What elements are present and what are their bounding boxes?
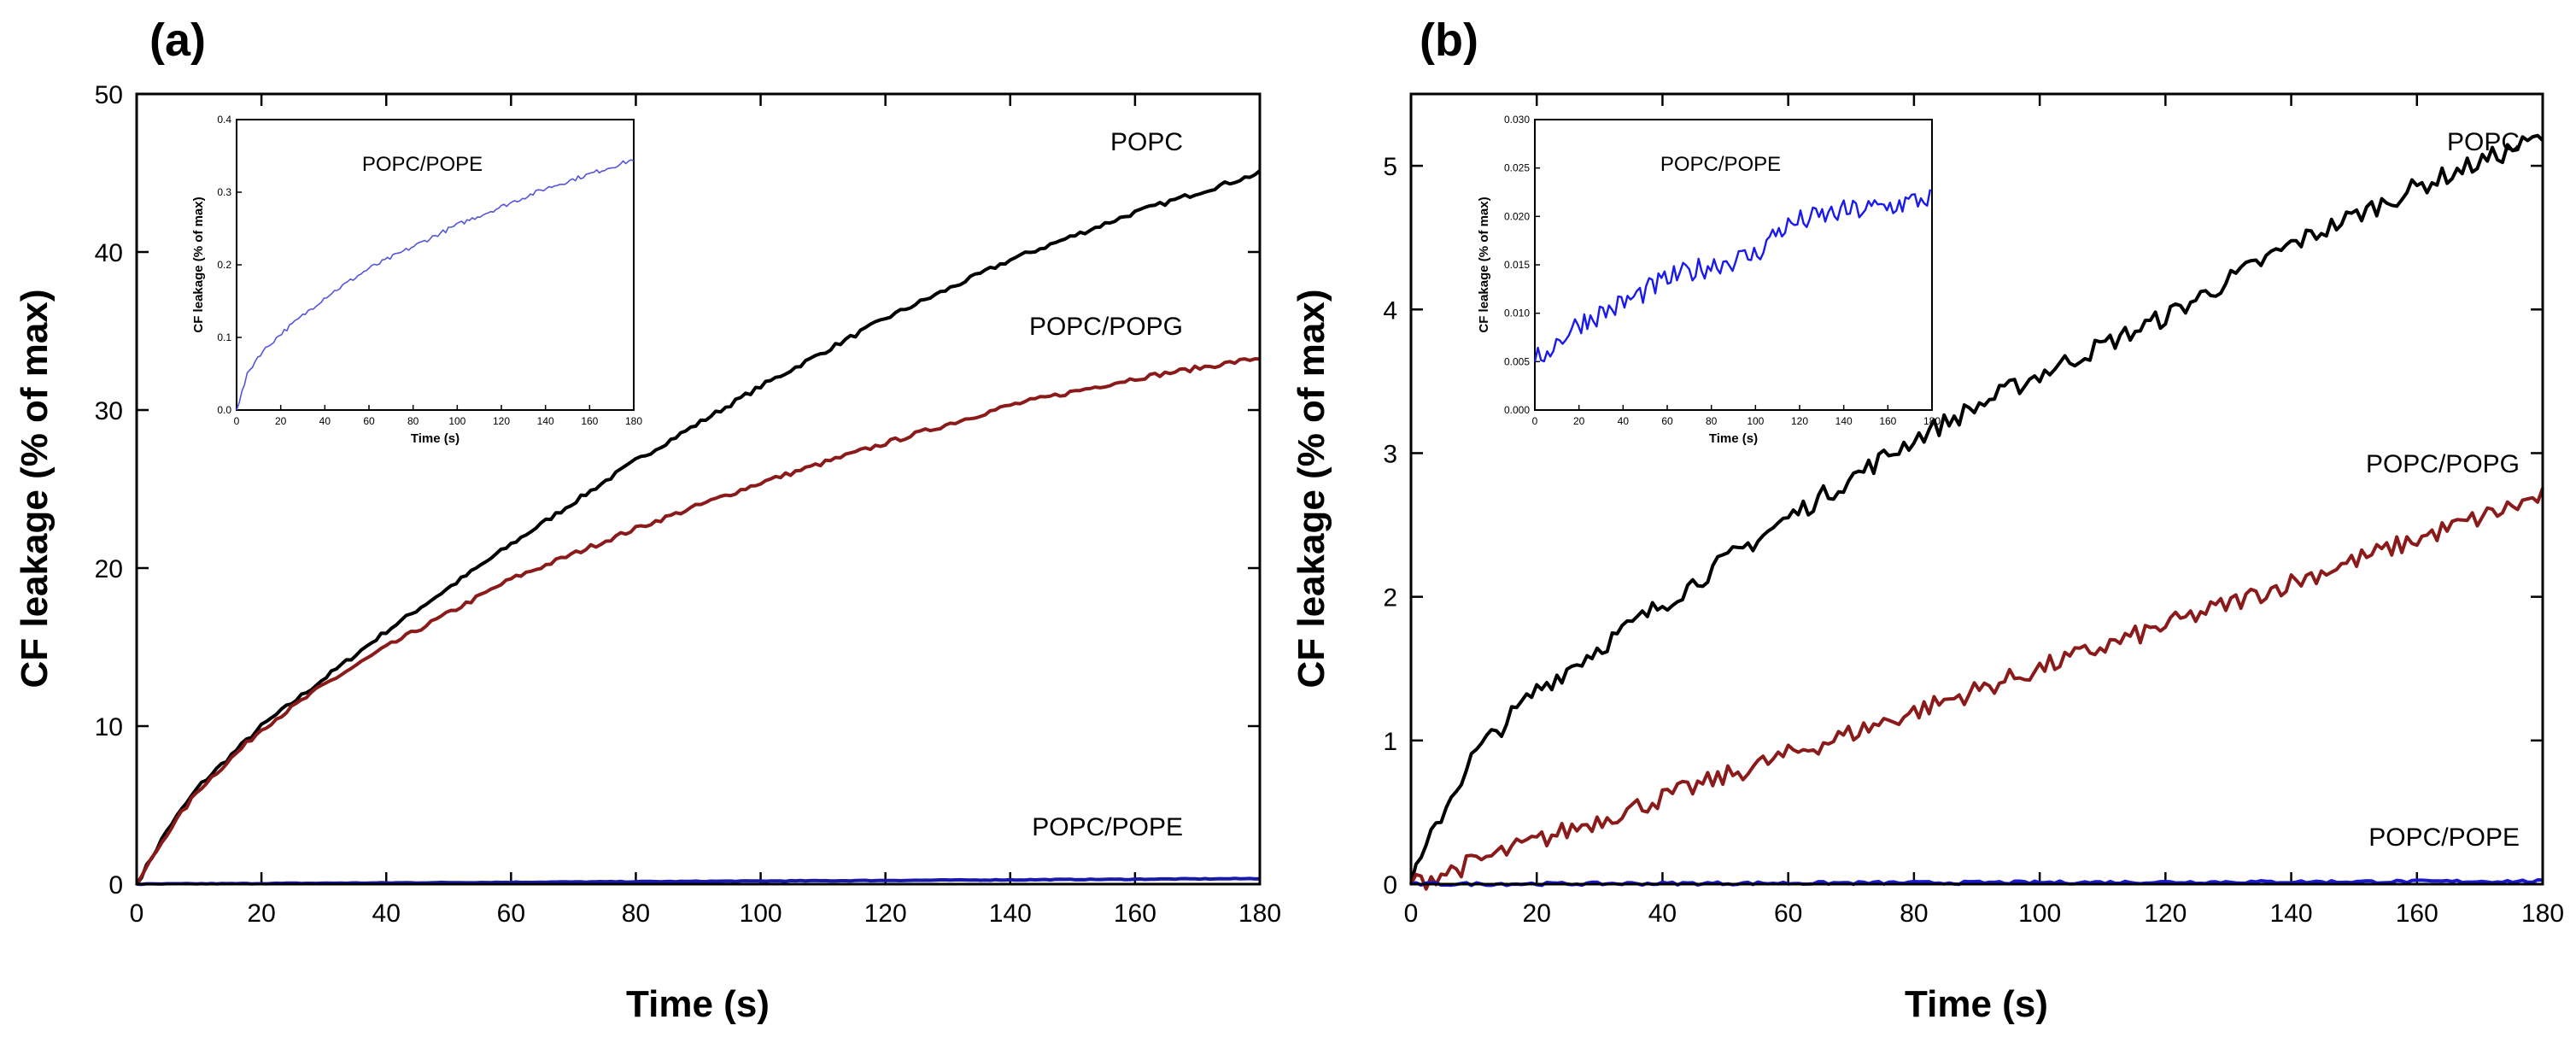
series-line-popc bbox=[135, 169, 1262, 886]
inset-x-axis-title: Time (s) bbox=[411, 431, 460, 446]
inset-x-tick-label: 180 bbox=[1923, 415, 1941, 427]
inset-chart: 0 20 40 60 80 100 120 140 160 180 0.0 0.1 0.2 0.3 0.4 P… bbox=[191, 114, 642, 446]
x-tick-label: 40 bbox=[372, 900, 401, 928]
inset-x-tick-label: 60 bbox=[363, 415, 375, 427]
x-tick-label: 60 bbox=[497, 900, 525, 928]
x-tick-label: 0 bbox=[1404, 900, 1419, 928]
inset-y-axis-title: CF leakage (% of max) bbox=[1477, 196, 1491, 332]
inset-y-tick-label: 0.030 bbox=[1504, 114, 1530, 126]
x-tick-label: 120 bbox=[2144, 900, 2187, 928]
inset-x-tick-label: 100 bbox=[448, 415, 465, 427]
inset-x-axis-title: Time (s) bbox=[1709, 431, 1758, 446]
inset-x-tick-label: 80 bbox=[407, 415, 419, 427]
x-tick-label: 180 bbox=[1238, 900, 1281, 928]
x-tick-label: 80 bbox=[1900, 900, 1928, 928]
x-axis-title: Time (s) bbox=[626, 983, 770, 1025]
series-label: POPC/POPE bbox=[1032, 813, 1183, 841]
inset-y-tick-label: 0.3 bbox=[217, 186, 231, 198]
plot-frame bbox=[135, 92, 1262, 886]
panel-a: (a) 0 20 40 60 80 100 120 140 160 180 0 10 20 30 40 50 Ti… bbox=[14, 15, 1281, 1025]
x-tick-label: 20 bbox=[247, 900, 275, 928]
y-axis-title: CF leakage (% of max) bbox=[1291, 289, 1332, 688]
y-tick-label: 30 bbox=[95, 397, 123, 425]
series-label: POPC bbox=[1110, 128, 1183, 156]
x-tick-label: 40 bbox=[1648, 900, 1677, 928]
x-tick-label: 100 bbox=[740, 900, 782, 928]
x-tick-label: 160 bbox=[2396, 900, 2438, 928]
inset-y-axis-title: CF leakage (% of max) bbox=[191, 196, 206, 332]
series-line-popc-popg bbox=[135, 357, 1260, 886]
panel-label: (b) bbox=[1420, 15, 1478, 66]
inset-y-tick-label: 0.4 bbox=[217, 114, 231, 126]
panel-b: (b) 0 20 40 60 80 100 120 140 160 180 0 1 2 3 4 5 Time (s… bbox=[1291, 15, 2564, 1025]
inset-x-tick-label: 20 bbox=[1573, 415, 1585, 427]
inset-series-line bbox=[236, 159, 635, 411]
x-tick-label: 100 bbox=[2018, 900, 2061, 928]
inset-y-tick-label: 0.020 bbox=[1504, 210, 1530, 222]
inset-x-tick-label: 20 bbox=[275, 415, 287, 427]
inset-x-tick-label: 120 bbox=[493, 415, 510, 427]
x-tick-label: 60 bbox=[1774, 900, 1802, 928]
panel-label: (a) bbox=[149, 15, 206, 66]
inset-x-tick-label: 160 bbox=[1879, 415, 1896, 427]
inset-chart: 0 20 40 60 80 100 120 140 160 180 0.000 0.005 0.010 0… bbox=[1477, 114, 1941, 446]
inset-x-tick-label: 120 bbox=[1791, 415, 1808, 427]
y-tick-label: 40 bbox=[95, 239, 123, 267]
y-axis-title: CF leakage (% of max) bbox=[14, 289, 56, 688]
series-label: POPC bbox=[2447, 128, 2520, 156]
inset-x-tick-label: 80 bbox=[1706, 415, 1718, 427]
y-tick-label: 1 bbox=[1383, 728, 1397, 756]
y-tick-label: 0 bbox=[1383, 871, 1397, 900]
y-tick-label: 20 bbox=[95, 555, 123, 583]
y-tick-label: 3 bbox=[1383, 440, 1397, 468]
inset-x-tick-label: 140 bbox=[1835, 415, 1853, 427]
inset-x-tick-label: 60 bbox=[1661, 415, 1673, 427]
inset-y-tick-label: 0.2 bbox=[217, 259, 231, 271]
inset-frame bbox=[1534, 119, 1933, 411]
inset-y-tick-label: 0.1 bbox=[217, 331, 231, 343]
y-tick-label: 4 bbox=[1383, 296, 1397, 325]
inset-x-tick-label: 40 bbox=[319, 415, 331, 427]
inset-x-tick-label: 100 bbox=[1747, 415, 1764, 427]
inset-frame bbox=[236, 119, 635, 411]
inset-x-tick-label: 180 bbox=[625, 415, 642, 427]
inset-x-tick-label: 0 bbox=[234, 415, 240, 427]
inset-y-tick-label: 0.005 bbox=[1504, 355, 1530, 367]
inset-x-tick-label: 160 bbox=[581, 415, 598, 427]
x-tick-label: 0 bbox=[130, 900, 144, 928]
inset-x-tick-label: 40 bbox=[1618, 415, 1630, 427]
inset-y-tick-label: 0.0 bbox=[217, 404, 231, 416]
series-label: POPC/POPG bbox=[1029, 313, 1183, 341]
series-label: POPC/POPE bbox=[2368, 823, 2520, 852]
y-tick-label: 10 bbox=[95, 713, 123, 741]
x-tick-label: 140 bbox=[989, 900, 1032, 928]
plot-frame bbox=[1409, 92, 2544, 886]
inset-series-line bbox=[1533, 189, 1932, 363]
series-line-popc bbox=[1409, 133, 2544, 885]
series-line-popc-popg bbox=[1409, 487, 2544, 891]
x-axis-title: Time (s) bbox=[1905, 983, 2048, 1025]
inset-y-tick-label: 0.010 bbox=[1504, 308, 1530, 319]
inset-x-tick-label: 140 bbox=[537, 415, 554, 427]
inset-title: POPC/POPE bbox=[362, 153, 483, 176]
y-tick-label: 2 bbox=[1383, 584, 1397, 612]
y-tick-label: 0 bbox=[108, 871, 123, 900]
x-tick-label: 20 bbox=[1523, 900, 1551, 928]
inset-title: POPC/POPE bbox=[1660, 153, 1781, 176]
x-tick-label: 80 bbox=[622, 900, 650, 928]
inset-y-tick-label: 0.015 bbox=[1504, 259, 1530, 271]
y-tick-label: 5 bbox=[1383, 153, 1397, 181]
y-tick-label: 50 bbox=[95, 81, 123, 109]
x-tick-label: 180 bbox=[2521, 900, 2564, 928]
x-tick-label: 160 bbox=[1114, 900, 1156, 928]
x-tick-label: 140 bbox=[2270, 900, 2313, 928]
inset-y-tick-label: 0.025 bbox=[1504, 162, 1530, 174]
series-label: POPC/POPG bbox=[2366, 450, 2520, 478]
inset-x-tick-label: 0 bbox=[1532, 415, 1538, 427]
inset-y-tick-label: 0.000 bbox=[1504, 404, 1530, 416]
x-tick-label: 120 bbox=[864, 900, 907, 928]
